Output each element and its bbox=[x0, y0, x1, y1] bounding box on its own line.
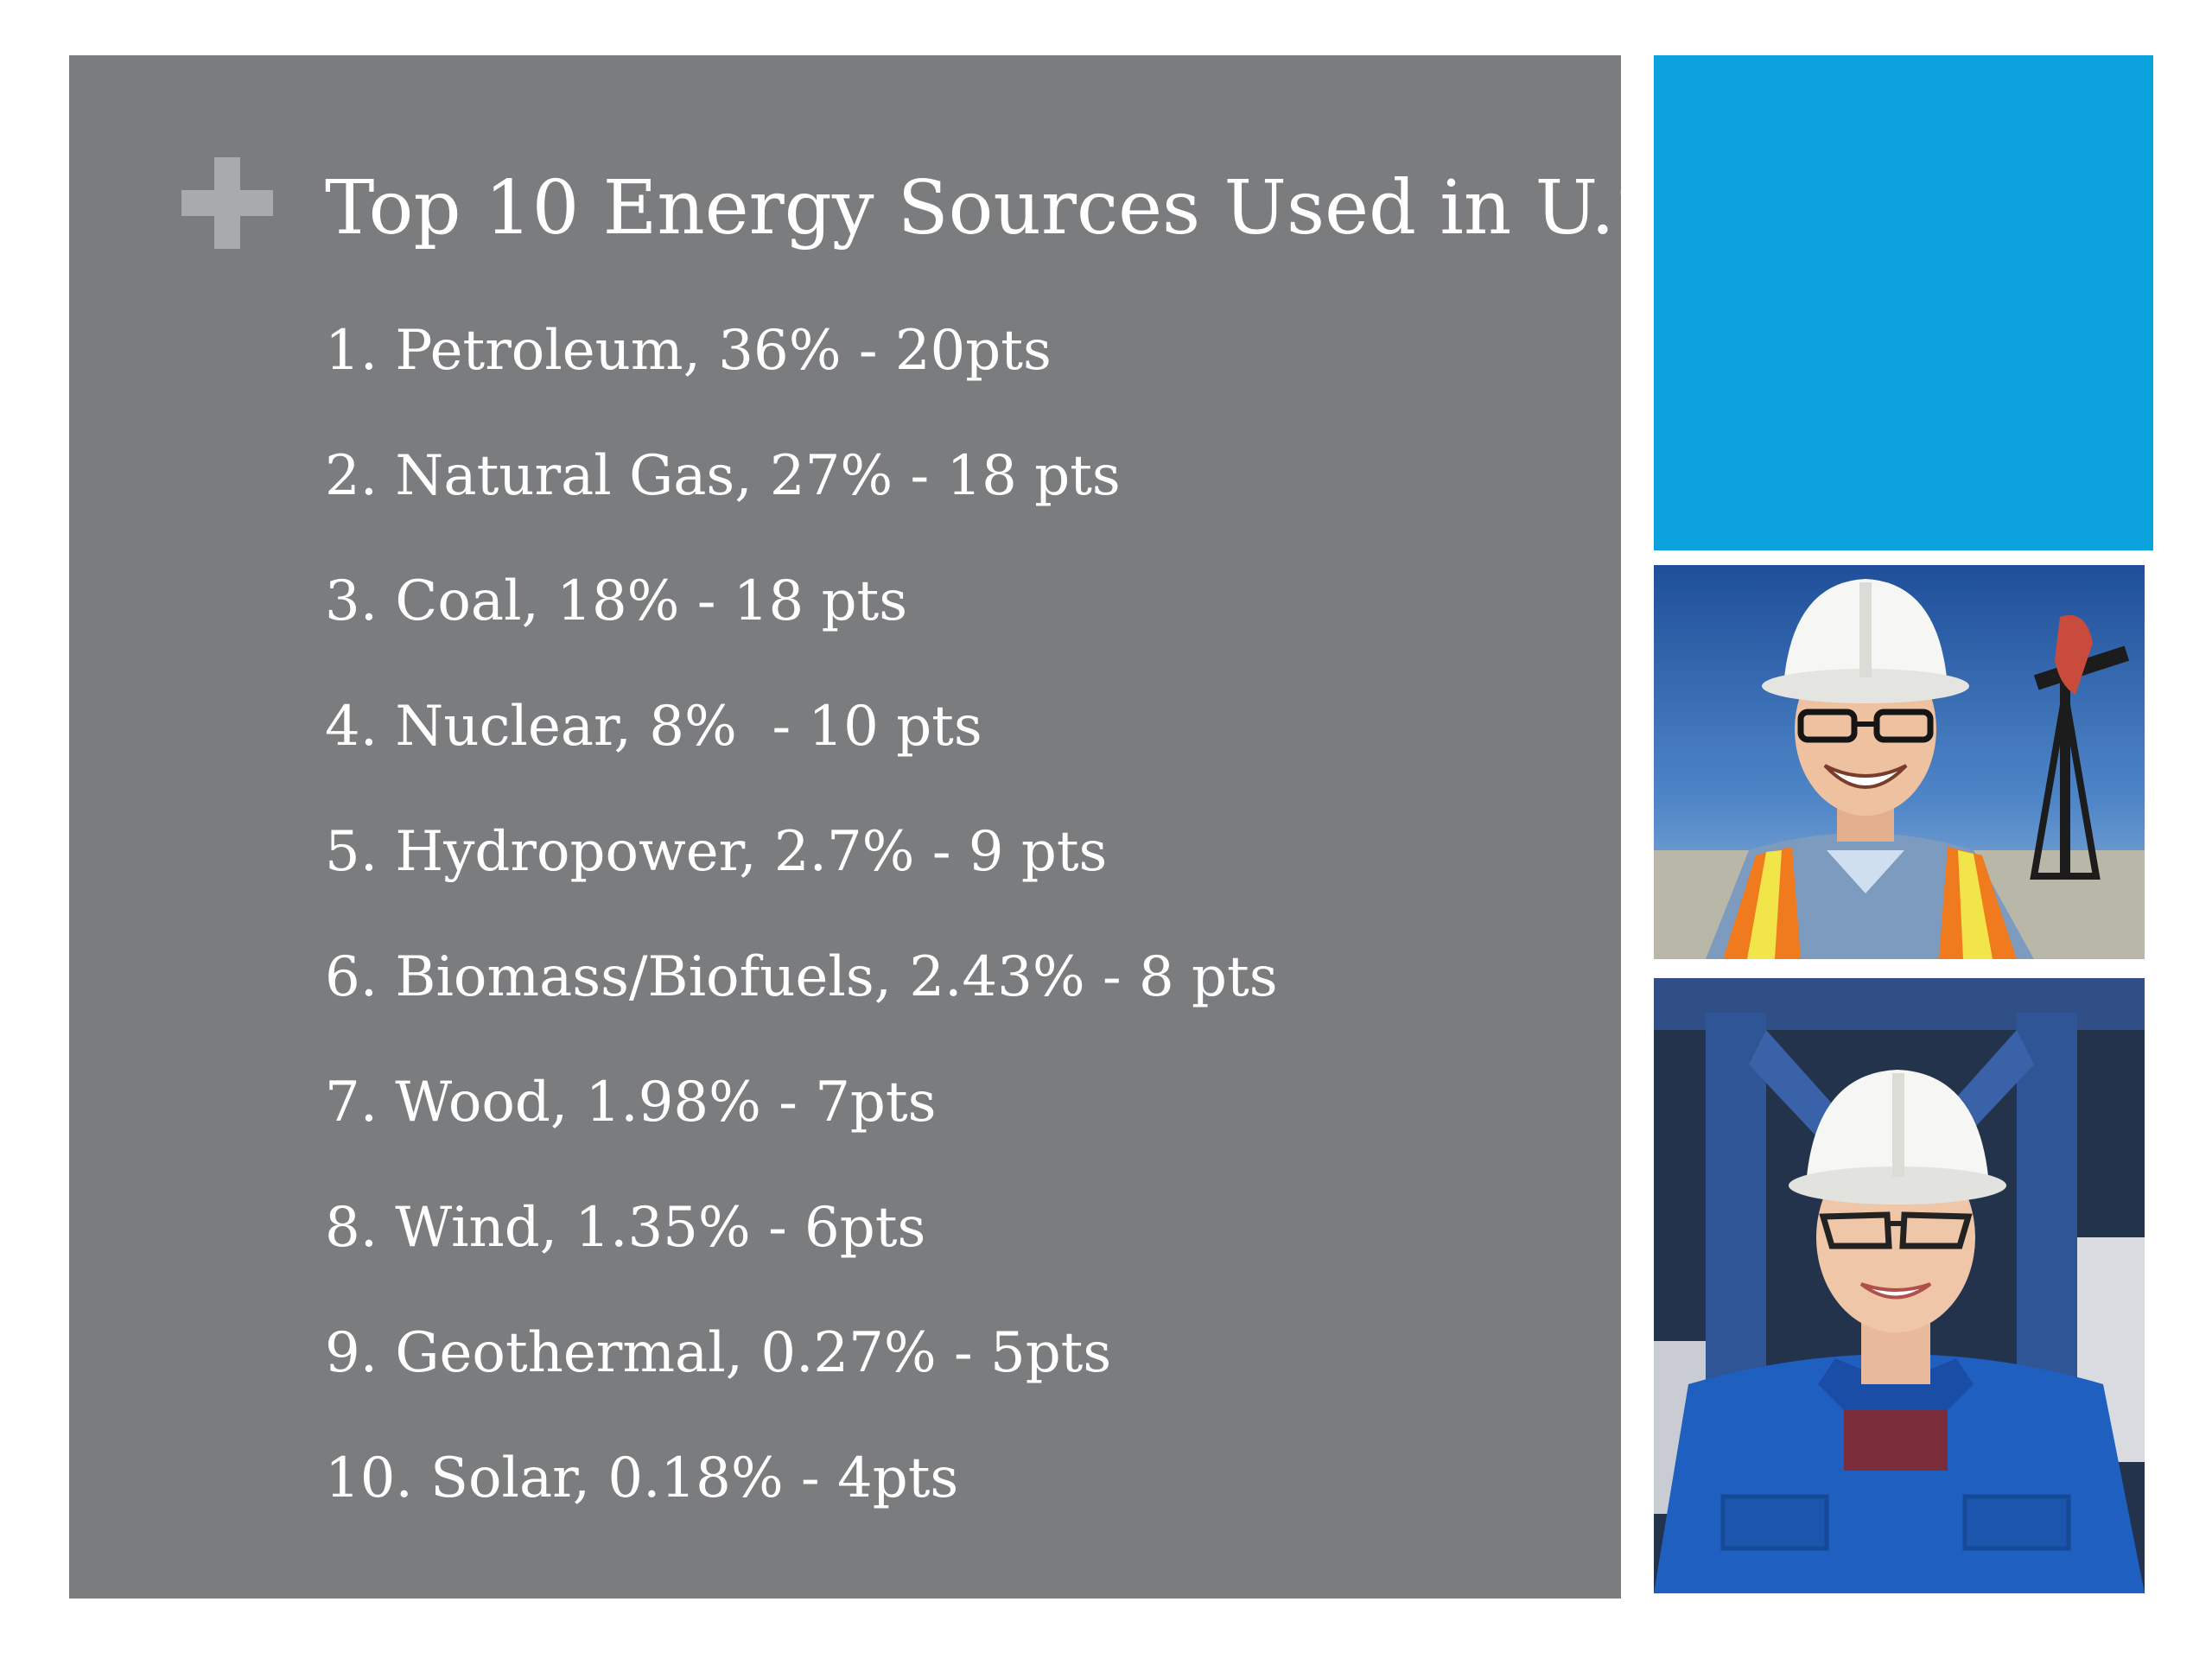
accent-block bbox=[1654, 55, 2153, 550]
slide-title: Top 10 Energy Sources Used in U.S. bbox=[325, 165, 1687, 251]
list-item: 3. Coal, 18% - 18 pts bbox=[325, 569, 908, 633]
list-item: 5. Hydropower, 2.7% - 9 pts bbox=[325, 820, 1108, 884]
list-item: 10. Solar, 0.18% - 4pts bbox=[325, 1446, 959, 1510]
energy-sources-list: 1. Petroleum, 36% - 20pts 2. Natural Gas… bbox=[325, 308, 1278, 1560]
list-item: 7. Wood, 1.98% - 7pts bbox=[325, 1071, 937, 1135]
list-item: 2. Natural Gas, 27% - 18 pts bbox=[325, 444, 1121, 508]
list-item: 6. Biomass/Biofuels, 2.43% - 8 pts bbox=[325, 945, 1278, 1009]
worker-photo-male-image bbox=[1654, 565, 2145, 959]
worker-photo-female-image bbox=[1654, 978, 2145, 1593]
list-item: 1. Petroleum, 36% - 20pts bbox=[325, 319, 1052, 383]
list-item: 9. Geothermal, 0.27% - 5pts bbox=[325, 1321, 1112, 1385]
list-item: 8. Wind, 1.35% - 6pts bbox=[325, 1196, 926, 1260]
worker-photo-male bbox=[1654, 565, 2145, 959]
worker-photo-female bbox=[1654, 978, 2145, 1593]
content-panel: Top 10 Energy Sources Used in U.S. 1. Pe… bbox=[69, 55, 1687, 1599]
plus-icon bbox=[181, 157, 273, 249]
list-item: 4. Nuclear, 8% - 10 pts bbox=[325, 695, 982, 759]
